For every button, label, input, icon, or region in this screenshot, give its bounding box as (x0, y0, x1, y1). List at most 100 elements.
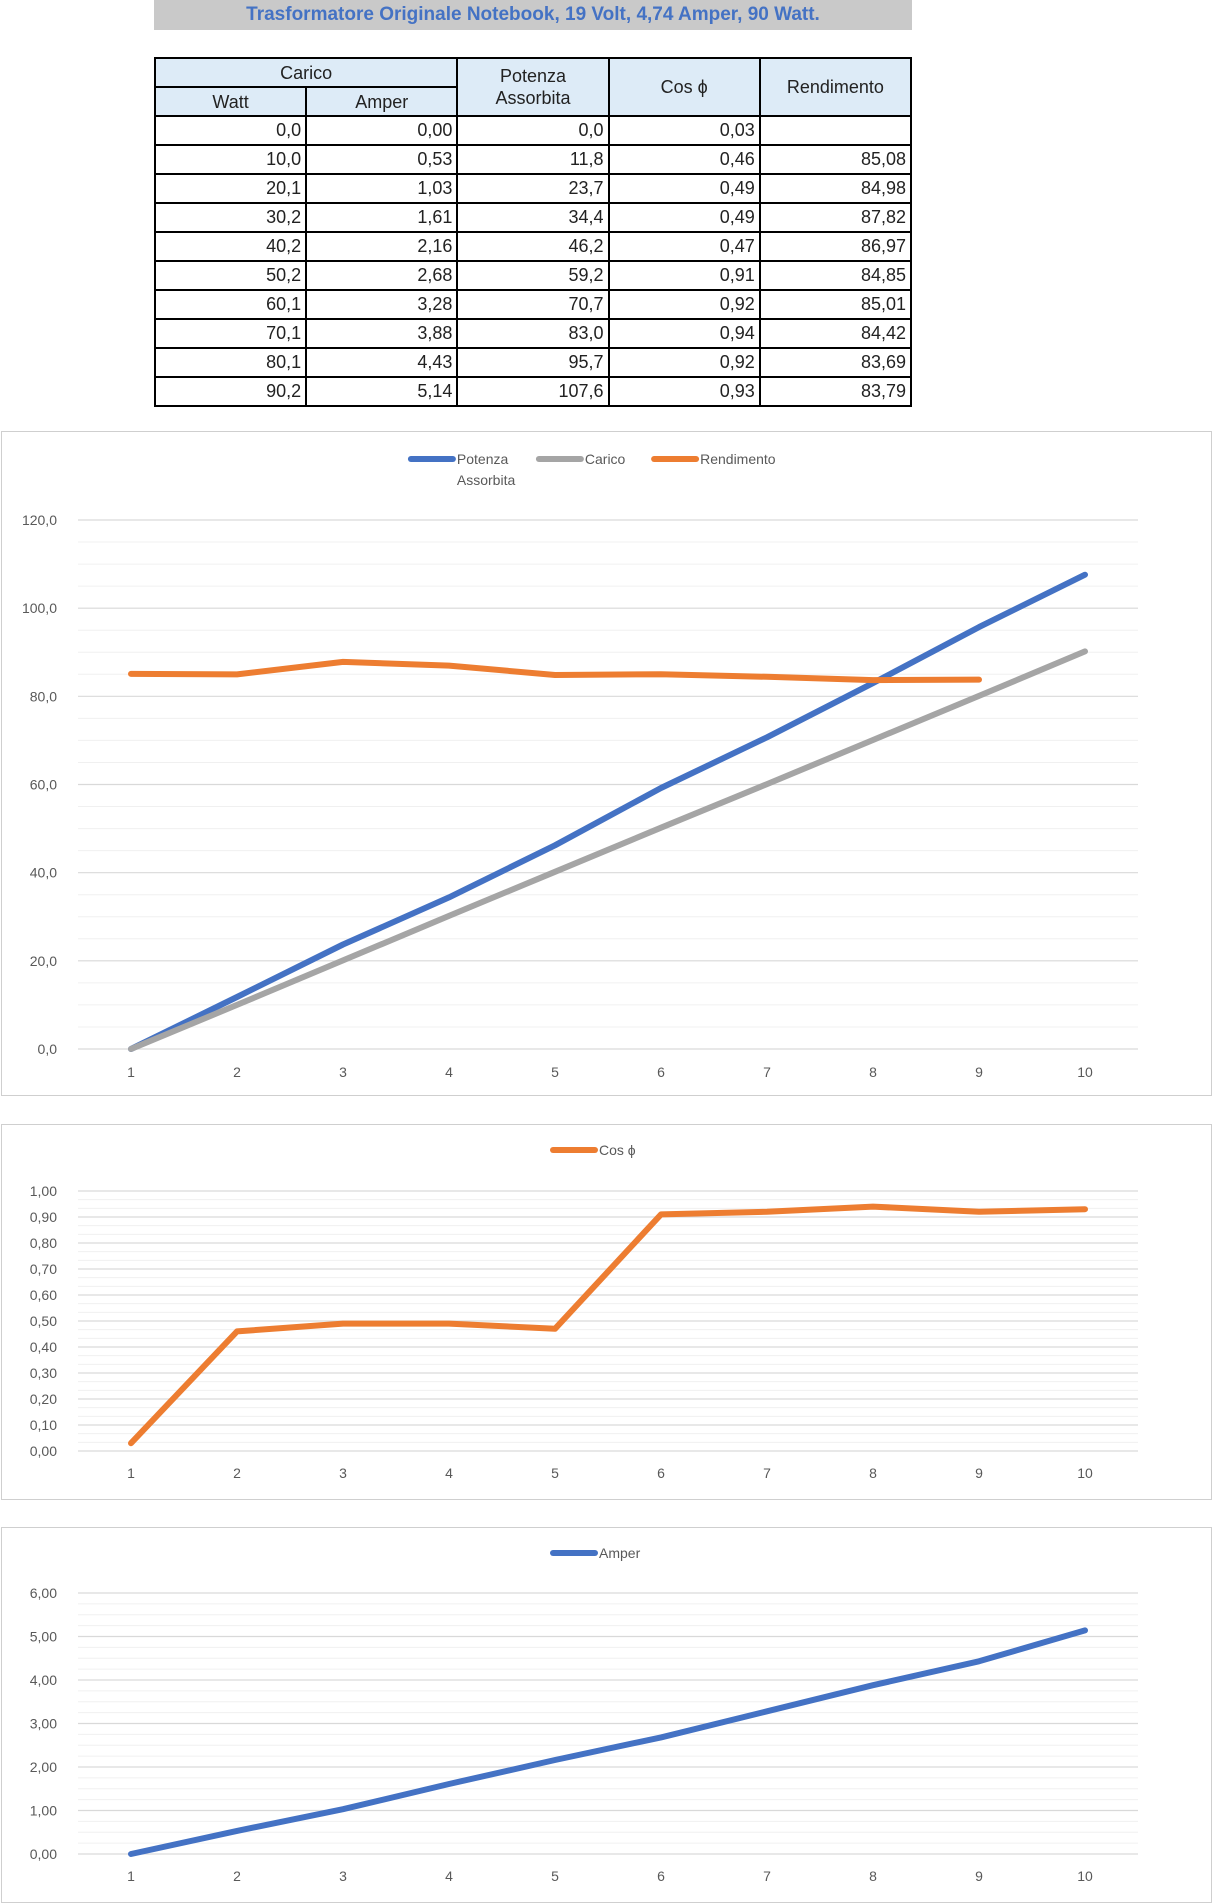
chart-panel-cosphi: 0,00 0,10 0,20 0,30 0,40 0,50 0,60 0,70 0,80 0,90… (1, 1124, 1212, 1500)
data-point (978, 1211, 980, 1213)
table-cell: 3,88 (305, 318, 459, 349)
y-tick-label: 0,90 (30, 1209, 57, 1225)
data-point (978, 695, 980, 697)
chart-panel-potenza: 0,0 20,0 40,0 60,0 80,0 100,0 120,0 1 2 3 4 5 6 7 8 9 10… (1, 431, 1212, 1096)
data-point (554, 844, 556, 846)
table-cell: 0,46 (607, 144, 761, 175)
data-point (766, 1710, 768, 1712)
table-cell: 84,42 (758, 318, 913, 349)
table-cell: 11,8 (456, 144, 610, 175)
data-point (236, 996, 238, 998)
table-row: 10,0 0,53 11,8 0,46 85,08 (153, 144, 913, 175)
table-cell: 90,2 (153, 376, 308, 407)
table-cell: 70,1 (153, 318, 308, 349)
x-tick-label: 5 (551, 1465, 559, 1481)
table-header-row: Carico Potenza Assorbita Cos ϕ Rendiment… (153, 57, 913, 117)
series-line-1 (128, 648, 1088, 1052)
data-point (130, 1853, 132, 1855)
data-point (872, 1684, 874, 1686)
table-cell: 70,7 (456, 289, 610, 320)
data-point (978, 679, 980, 681)
table-cell: 4,43 (305, 347, 459, 378)
y-tick-label: 3,00 (30, 1716, 57, 1732)
data-point (1084, 1208, 1086, 1210)
table-cell: 0,0 (153, 115, 308, 146)
x-tick-label: 8 (869, 1064, 877, 1080)
x-tick-label: 7 (763, 1064, 771, 1080)
table-cell: 0,93 (607, 376, 761, 407)
table-cell: 107,6 (456, 376, 610, 407)
table-row: 20,1 1,03 23,7 0,49 84,98 (153, 173, 913, 204)
data-point (766, 1211, 768, 1213)
table-cell: 2,68 (305, 260, 459, 291)
x-tick-label: 5 (551, 1064, 559, 1080)
legend-item: Amper (550, 1545, 641, 1561)
data-point (342, 1323, 344, 1325)
data-point (448, 896, 450, 898)
table-cell: 46,2 (456, 231, 610, 262)
x-tick-label: 10 (1077, 1465, 1093, 1481)
data-point (766, 736, 768, 738)
table-cell (758, 115, 913, 146)
legend-label: Potenza Assorbita (457, 451, 516, 488)
x-tick-label: 1 (127, 1465, 135, 1481)
data-point (766, 676, 768, 678)
y-tick-label: 1,00 (30, 1183, 57, 1199)
table-cell: 85,01 (758, 289, 913, 320)
table-cell: 0,49 (607, 173, 761, 204)
header-amper: Amper (305, 86, 459, 117)
x-tick-label: 3 (339, 1064, 347, 1080)
y-tick-label: 0,40 (30, 1339, 57, 1355)
x-tick-label: 6 (657, 1465, 665, 1481)
header-rendimento: Rendimento (758, 57, 913, 117)
table-cell: 40,2 (153, 231, 308, 262)
data-point (872, 739, 874, 741)
data-point (1084, 574, 1086, 576)
table-cell: 95,7 (456, 347, 610, 378)
table-cell: 0,91 (607, 260, 761, 291)
data-point (978, 1660, 980, 1662)
data-point (660, 787, 662, 789)
data-point (554, 871, 556, 873)
x-tick-label: 5 (551, 1868, 559, 1884)
x-tick-label: 10 (1077, 1064, 1093, 1080)
table-row: 30,2 1,61 34,4 0,49 87,82 (153, 202, 913, 233)
data-point (872, 1206, 874, 1208)
y-tick-label: 0,10 (30, 1417, 57, 1433)
legend-label: Cos ϕ (599, 1142, 636, 1158)
table-cell: 5,14 (305, 376, 459, 407)
data-point (342, 661, 344, 663)
x-tick-label: 2 (233, 1868, 241, 1884)
data-point (236, 1330, 238, 1332)
x-tick-label: 6 (657, 1868, 665, 1884)
x-tick-label: 4 (445, 1868, 453, 1884)
table-cell: 87,82 (758, 202, 913, 233)
y-tick-label: 6,00 (30, 1585, 57, 1601)
data-point (872, 679, 874, 681)
table-row: 0,0 0,00 0,0 0,03 (153, 115, 913, 146)
table-cell: 0,47 (607, 231, 761, 262)
table-row: 50,2 2,68 59,2 0,91 84,85 (153, 260, 913, 291)
table-cell: 83,69 (758, 347, 913, 378)
table-cell: 0,49 (607, 202, 761, 233)
table-cell: 0,92 (607, 347, 761, 378)
series-line-0 (128, 571, 1088, 1052)
data-point (236, 1004, 238, 1006)
data-point (342, 944, 344, 946)
data-point (1084, 1629, 1086, 1631)
x-tick-label: 9 (975, 1868, 983, 1884)
y-tick-label: 40,0 (30, 865, 57, 881)
data-point (130, 673, 132, 675)
table-cell: 60,1 (153, 289, 308, 320)
header-cosphi: Cos ϕ (607, 57, 761, 117)
y-tick-label: 0,60 (30, 1287, 57, 1303)
table-row: 60,1 3,28 70,7 0,92 85,01 (153, 289, 913, 320)
data-point (554, 1759, 556, 1761)
data-point (554, 1328, 556, 1330)
data-point (342, 959, 344, 961)
chart-cosphi: 0,00 0,10 0,20 0,30 0,40 0,50 0,60 0,70 0,80 0,90… (30, 1142, 1138, 1481)
x-tick-label: 3 (339, 1465, 347, 1481)
y-tick-label: 60,0 (30, 777, 57, 793)
y-tick-label: 0,0 (38, 1041, 58, 1057)
table-cell: 84,85 (758, 260, 913, 291)
